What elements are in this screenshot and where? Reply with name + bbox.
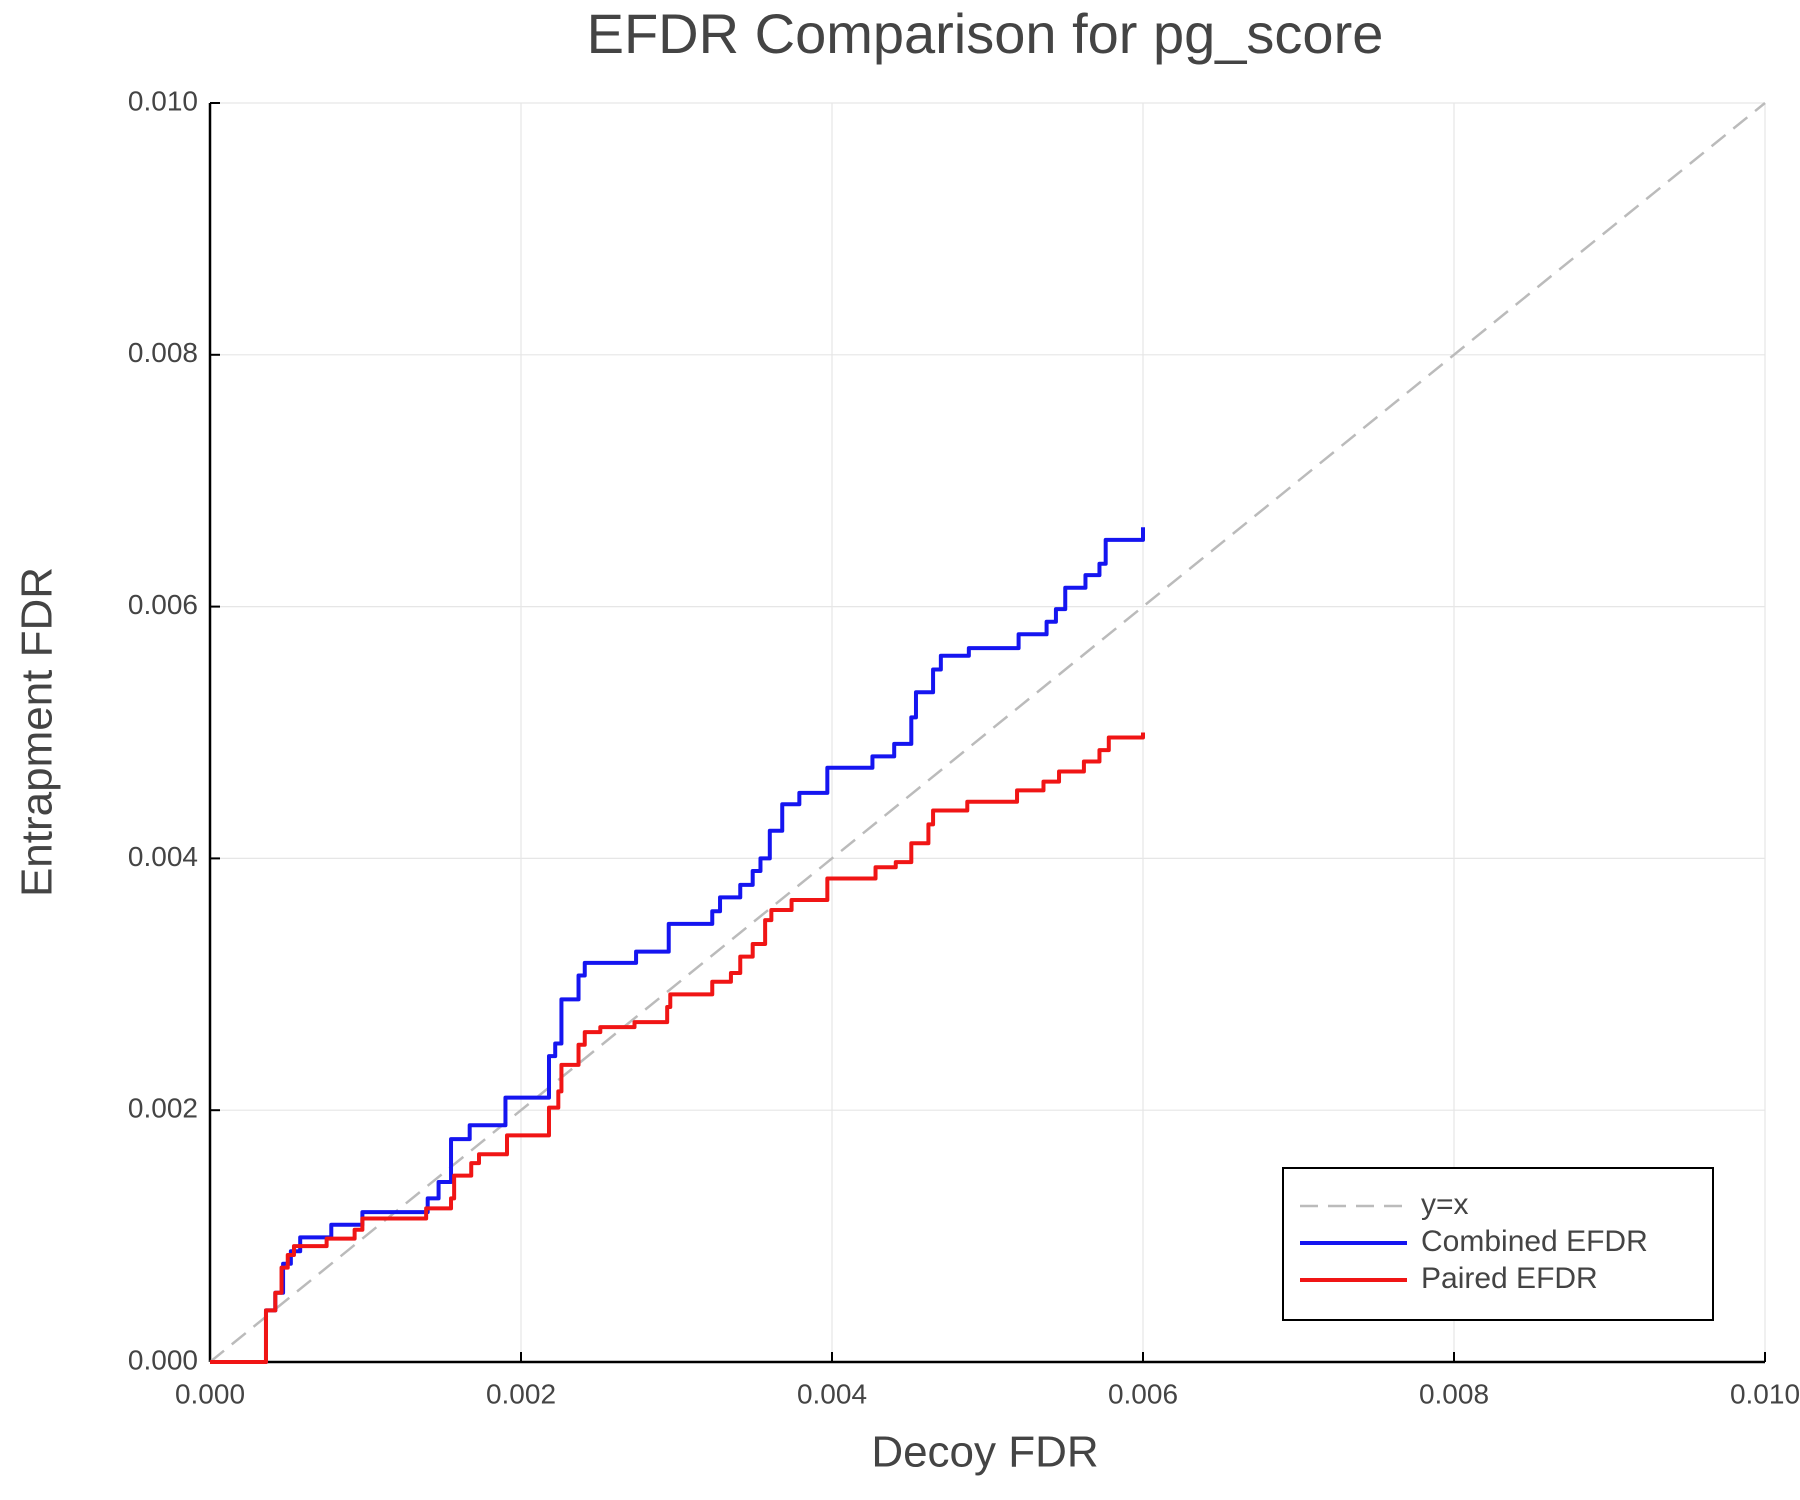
series-line bbox=[210, 732, 1145, 1364]
y-tick-label: 0.006 bbox=[128, 589, 198, 620]
x-tick-label: 0.008 bbox=[1419, 1378, 1489, 1409]
y-tick-label: 0.002 bbox=[128, 1093, 198, 1124]
series-line bbox=[209, 102, 1766, 1363]
x-tick-label: 0.004 bbox=[797, 1378, 867, 1409]
x-tick-label: 0.000 bbox=[175, 1378, 245, 1409]
y-tick-label: 0.000 bbox=[128, 1344, 198, 1375]
legend-box bbox=[1282, 1167, 1714, 1321]
y-axis-label: Entrapment FDR bbox=[13, 567, 62, 897]
series-line bbox=[210, 527, 1145, 1364]
x-tick-label: 0.006 bbox=[1108, 1378, 1178, 1409]
y-tick-label: 0.004 bbox=[128, 841, 198, 872]
x-tick-label: 0.010 bbox=[1730, 1378, 1800, 1409]
legend-label: Combined EFDR bbox=[1421, 1225, 1648, 1258]
legend-label: Paired EFDR bbox=[1421, 1262, 1598, 1295]
x-tick-label: 0.002 bbox=[486, 1378, 556, 1409]
y-tick-label: 0.010 bbox=[128, 85, 198, 116]
chart-title: EFDR Comparison for pg_score bbox=[587, 2, 1384, 65]
legend-label: y=x bbox=[1421, 1188, 1469, 1221]
y-tick-label: 0.008 bbox=[128, 337, 198, 368]
x-axis-label: Decoy FDR bbox=[871, 1428, 1098, 1477]
